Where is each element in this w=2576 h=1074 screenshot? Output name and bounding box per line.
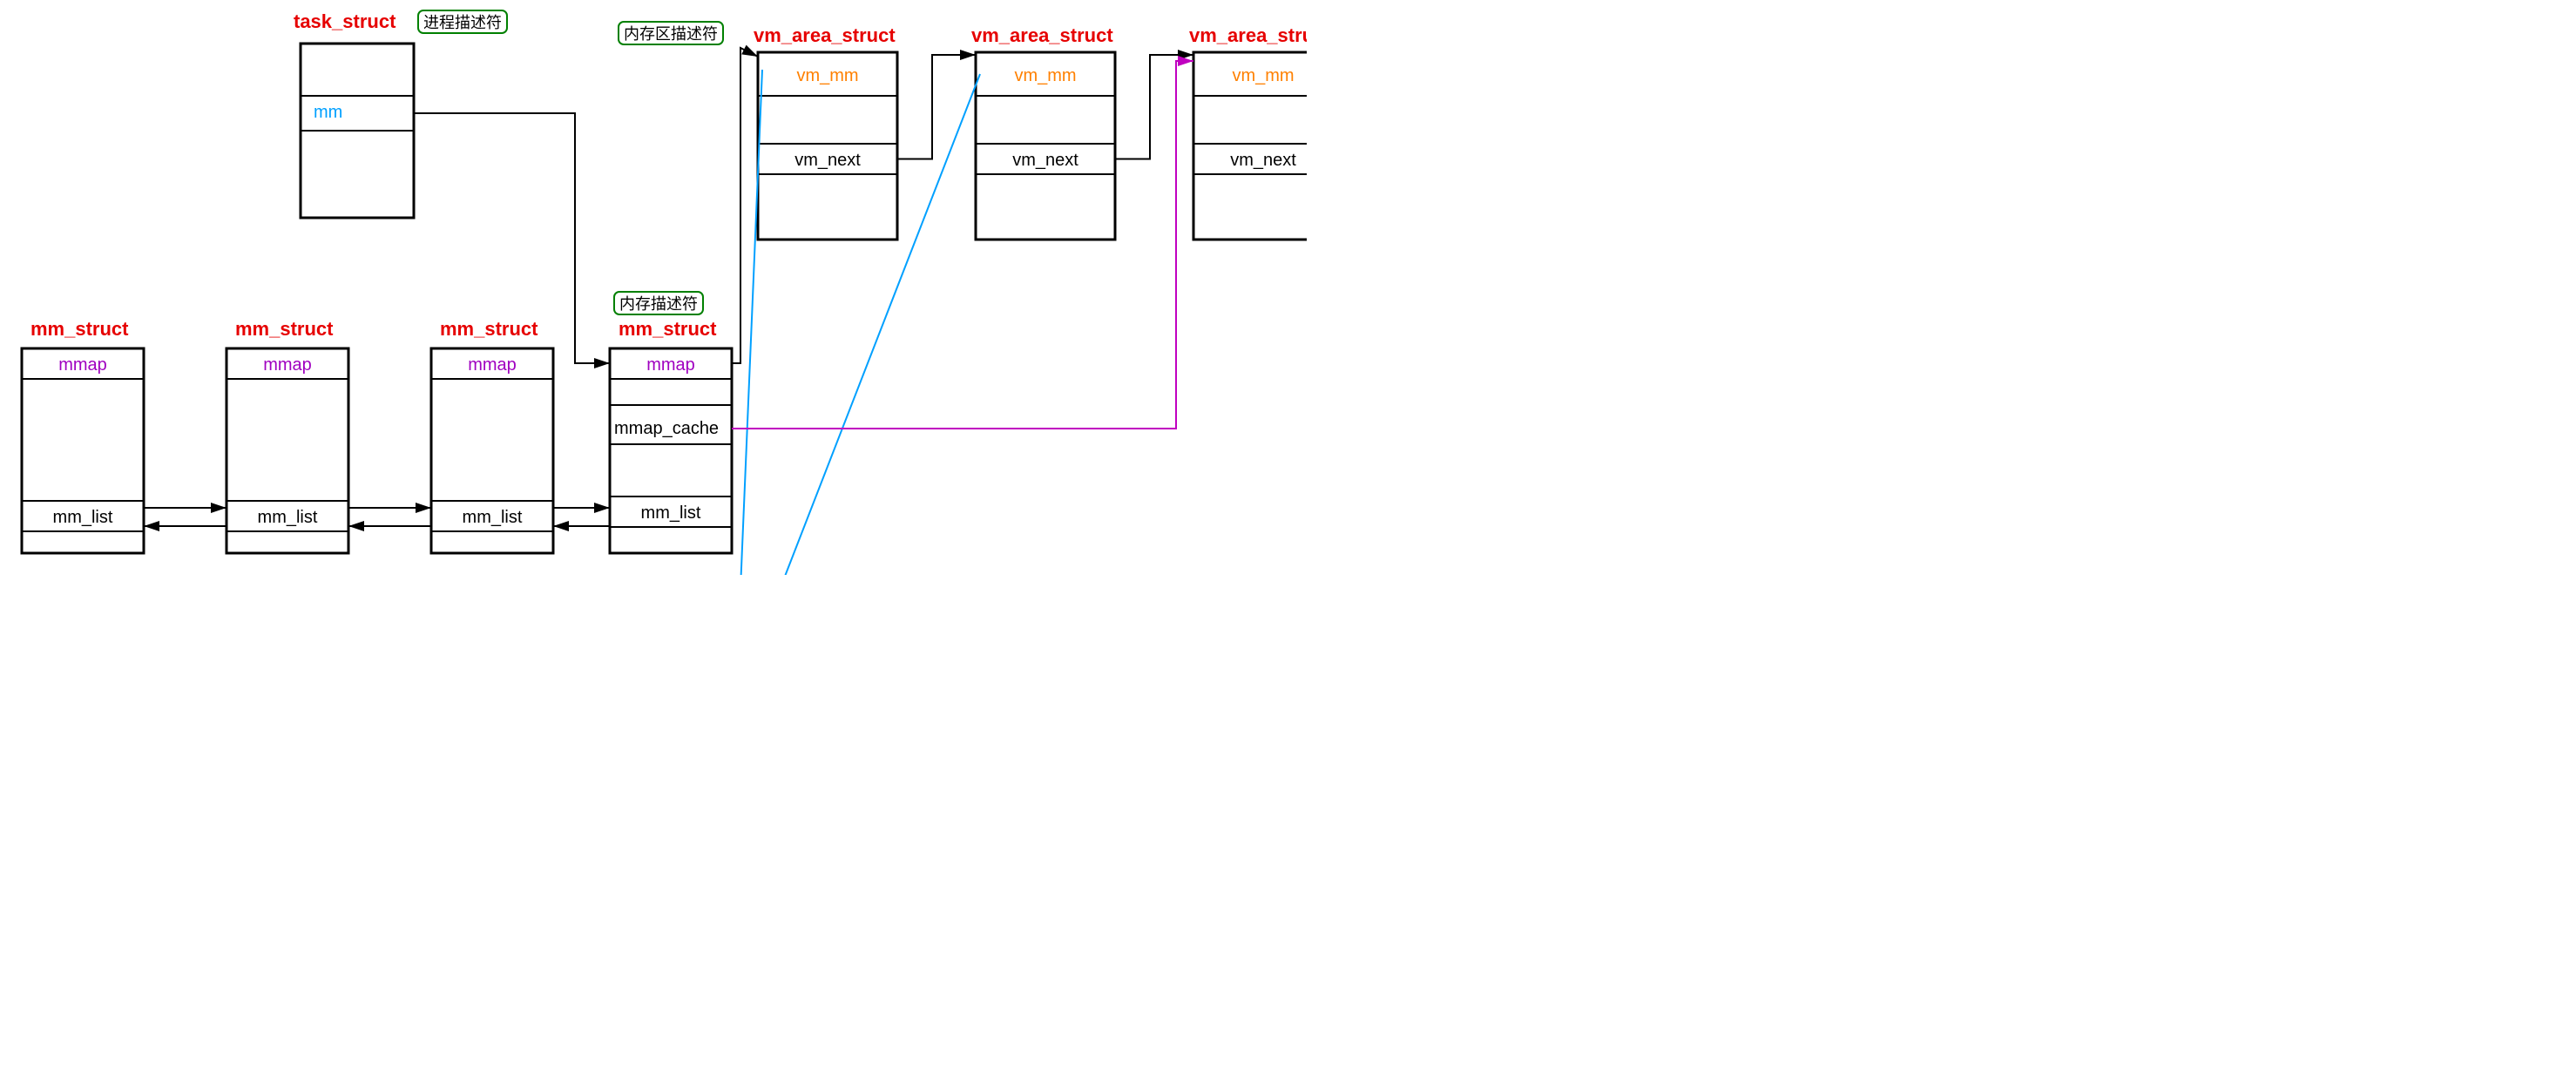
field-mmap: mmap — [58, 355, 107, 375]
field-mm: mm — [314, 103, 342, 122]
field-mmlist: mm_list — [258, 508, 318, 527]
field-vmmm: vm_mm — [1232, 66, 1294, 85]
field-mmap: mmap — [263, 355, 312, 375]
field-mmap: mmap — [468, 355, 517, 375]
field-mmlist: mm_list — [53, 508, 113, 527]
field-mmlist: mm_list — [641, 503, 701, 523]
badge-mem: 内存描述符 — [619, 295, 698, 313]
title-mm1: mm_struct — [30, 318, 129, 340]
field-vmmm: vm_mm — [796, 66, 858, 85]
badge-memregion: 内存区描述符 — [624, 25, 718, 43]
diagram-canvas: task_struct 进程描述符 mm mm_structmmap mm_list mm… — [0, 0, 1307, 575]
field-mmap-cache: mmap_cache — [614, 419, 719, 438]
field-mmlist: mm_list — [463, 508, 523, 527]
title-mm2: mm_struct — [235, 318, 334, 340]
field-mmap: mmap — [646, 355, 695, 375]
badge-proc: 进程描述符 — [423, 14, 502, 31]
title-vma3: vm_area_struct — [1189, 24, 1307, 46]
title-mm3: mm_struct — [440, 318, 538, 340]
title-task: task_struct — [294, 10, 396, 32]
field-vmnext: vm_next — [794, 151, 861, 170]
field-vmnext: vm_next — [1012, 151, 1078, 170]
title-vma2: vm_area_struct — [971, 24, 1113, 46]
title-mm4: mm_struct — [619, 318, 717, 340]
field-vmmm: vm_mm — [1014, 66, 1076, 85]
title-vma1: vm_area_struct — [754, 24, 896, 46]
field-vmnext: vm_next — [1230, 151, 1296, 170]
